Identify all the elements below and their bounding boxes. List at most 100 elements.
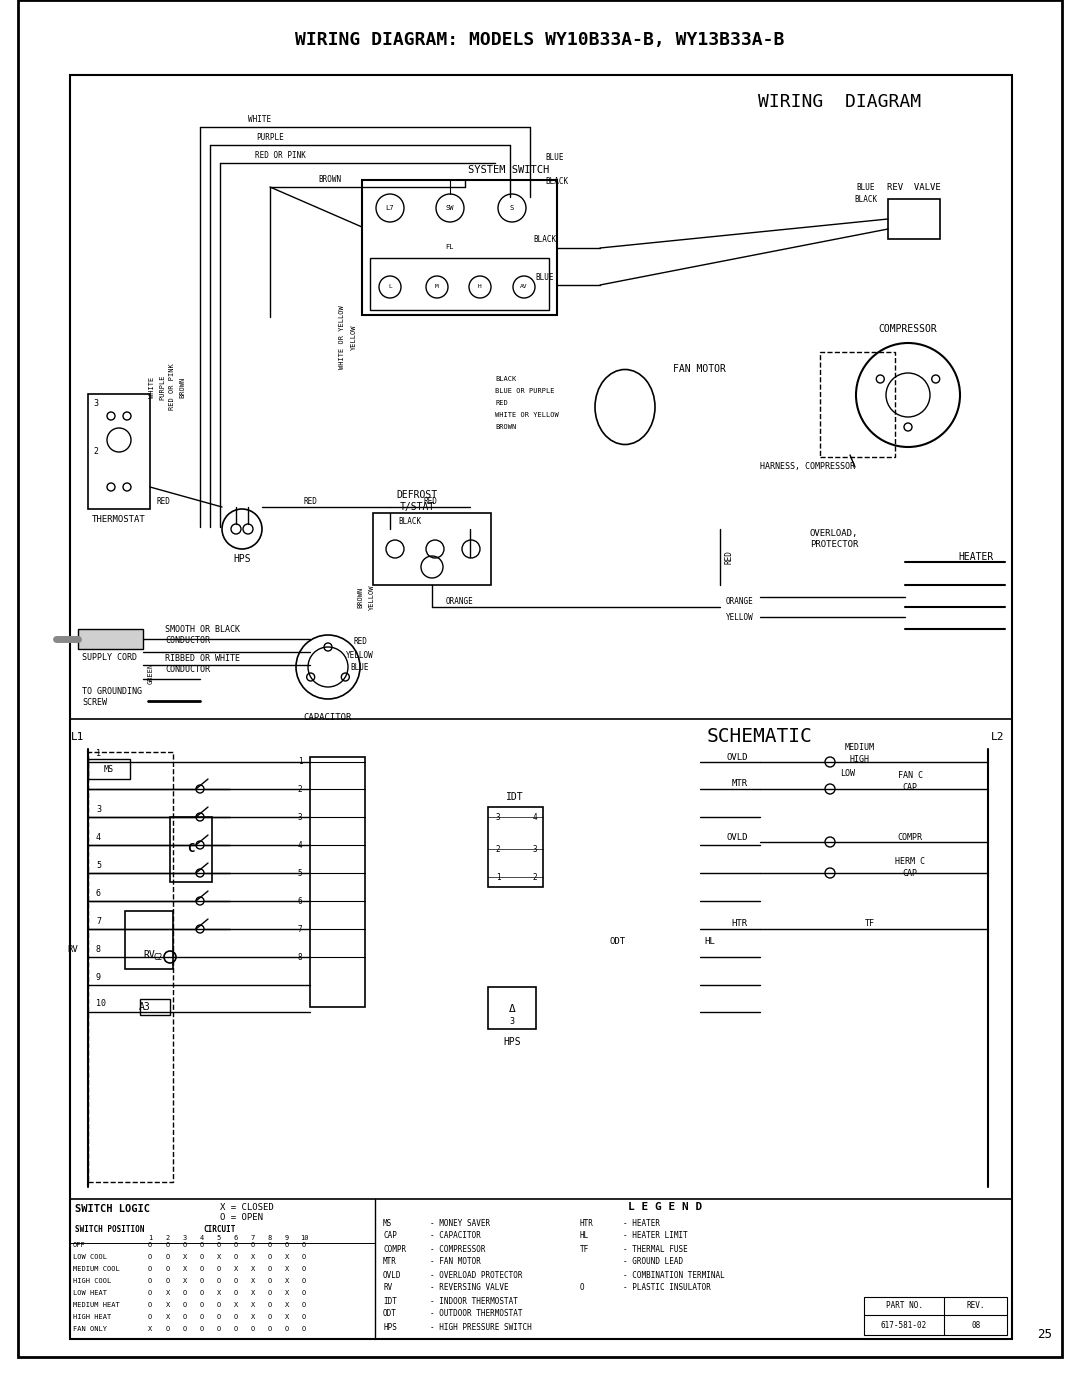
Text: FL: FL [446,244,455,250]
Ellipse shape [595,369,654,444]
Text: L7: L7 [386,205,394,211]
Text: MTR: MTR [383,1257,396,1267]
Bar [87,759,130,780]
Text: O: O [166,1278,171,1284]
Text: RED: RED [495,400,508,407]
Text: HL: HL [580,1232,590,1241]
Text: O: O [217,1326,221,1331]
Text: HARNESS, COMPRESSOR: HARNESS, COMPRESSOR [760,462,855,472]
Bar [170,817,212,882]
Text: H: H [478,285,482,289]
Text: 1: 1 [496,873,500,882]
Text: O: O [148,1255,152,1260]
Text: O: O [268,1255,272,1260]
Text: 2: 2 [496,845,500,854]
Text: - HEATER: - HEATER [623,1218,660,1228]
Text: O: O [234,1242,238,1248]
Text: O: O [166,1255,171,1260]
Text: BLUE: BLUE [536,272,554,282]
Text: - MONEY SAVER: - MONEY SAVER [430,1218,490,1228]
Bar [488,807,543,887]
Text: HIGH COOL: HIGH COOL [73,1278,111,1284]
Text: O = OPEN: O = OPEN [220,1213,264,1221]
Text: Δ: Δ [509,1004,515,1014]
Text: X: X [285,1266,289,1273]
Text: X: X [285,1278,289,1284]
Bar [78,629,143,650]
Text: O: O [217,1242,221,1248]
Text: 8: 8 [268,1235,272,1241]
Text: 2: 2 [166,1235,171,1241]
Text: 2: 2 [532,873,538,882]
Text: 4: 4 [532,813,538,821]
Text: TO GROUNDING
SCREW: TO GROUNDING SCREW [82,687,141,707]
Text: L2: L2 [991,732,1004,742]
Text: WIRING  DIAGRAM: WIRING DIAGRAM [758,94,921,110]
Text: BLACK: BLACK [854,194,878,204]
Text: 6: 6 [234,1235,238,1241]
Text: BLACK: BLACK [399,517,421,527]
Text: - HIGH PRESSURE SWITCH: - HIGH PRESSURE SWITCH [430,1323,531,1331]
Text: CAP: CAP [903,869,918,877]
Text: RIBBED OR WHITE
CONDUCTOR: RIBBED OR WHITE CONDUCTOR [165,654,240,673]
Text: 3: 3 [298,813,302,821]
Text: SWITCH POSITION: SWITCH POSITION [75,1225,145,1234]
Bar [820,352,895,457]
Text: X: X [183,1278,187,1284]
Text: - FAN MOTOR: - FAN MOTOR [430,1257,481,1267]
Text: O: O [234,1289,238,1296]
Text: O: O [285,1242,289,1248]
Text: DEFROST
T/STAT: DEFROST T/STAT [396,490,437,511]
Bar [87,394,150,509]
Text: O: O [148,1302,152,1308]
Text: BLUE: BLUE [856,183,875,191]
Text: HIGH: HIGH [850,756,870,764]
Text: MS: MS [383,1218,392,1228]
Text: SMOOTH OR BLACK
CONDUCTOR: SMOOTH OR BLACK CONDUCTOR [165,626,240,644]
Text: X: X [166,1302,171,1308]
Text: 4: 4 [298,841,302,849]
Text: CAP: CAP [383,1232,396,1241]
Text: 8: 8 [96,944,102,954]
Text: O: O [200,1302,204,1308]
Text: BLUE OR PURPLE: BLUE OR PURPLE [495,388,554,394]
Text: GREEN: GREEN [148,662,154,683]
Text: X: X [251,1315,255,1320]
Bar [370,258,549,310]
Text: COMPRESSOR: COMPRESSOR [879,324,937,334]
Text: O: O [217,1302,221,1308]
Text: ODT: ODT [610,937,626,947]
Text: LOW COOL: LOW COOL [73,1255,107,1260]
Text: O: O [251,1242,255,1248]
Text: THERMOSTAT: THERMOSTAT [92,514,146,524]
Text: O: O [200,1255,204,1260]
Text: 9: 9 [96,972,102,982]
Bar [888,198,940,239]
Text: O: O [302,1266,306,1273]
Text: O: O [166,1326,171,1331]
Text: X: X [251,1266,255,1273]
Text: X: X [217,1289,221,1296]
Text: MEDIUM HEAT: MEDIUM HEAT [73,1302,120,1308]
Text: X: X [251,1255,255,1260]
Text: X: X [251,1289,255,1296]
Text: O: O [183,1242,187,1248]
Text: WHITE: WHITE [248,116,271,124]
Text: OVLD: OVLD [383,1270,402,1280]
Text: O: O [148,1266,152,1273]
Text: SUPPLY CORD: SUPPLY CORD [82,654,137,662]
Text: HPS: HPS [233,555,251,564]
Text: X: X [234,1302,238,1308]
Text: RED: RED [423,496,437,506]
Text: ORANGE: ORANGE [726,598,754,606]
Text: FAN MOTOR: FAN MOTOR [673,365,726,374]
Text: - OUTDOOR THERMOSTAT: - OUTDOOR THERMOSTAT [430,1309,523,1319]
Text: O: O [166,1242,171,1248]
Text: O: O [148,1315,152,1320]
Text: 3: 3 [510,1017,514,1027]
Text: - HEATER LIMIT: - HEATER LIMIT [623,1232,688,1241]
Text: O: O [200,1326,204,1331]
Text: O: O [268,1302,272,1308]
Text: FAN C: FAN C [897,771,922,780]
Text: YELLOW: YELLOW [726,613,754,623]
